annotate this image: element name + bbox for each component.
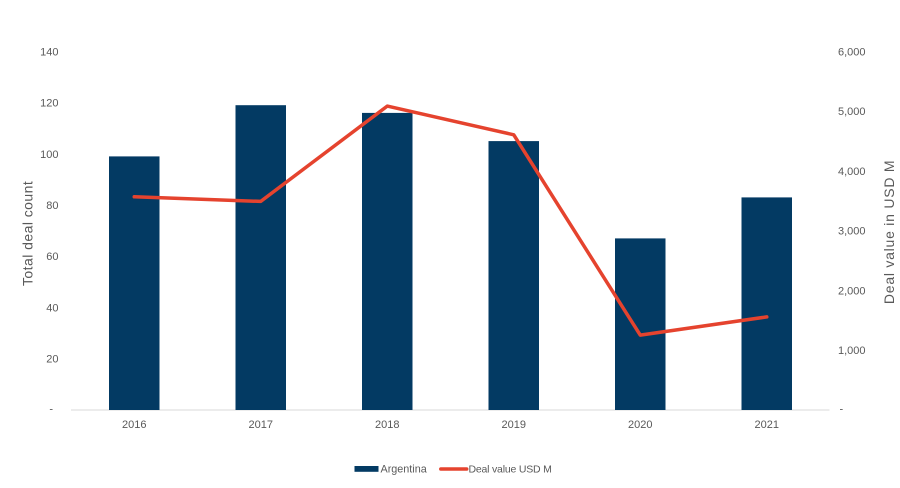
svg-text:2021: 2021 [755, 419, 779, 431]
svg-text:Total deal count: Total deal count [20, 181, 36, 286]
svg-text:2019: 2019 [502, 419, 526, 431]
svg-text:20: 20 [46, 354, 58, 366]
svg-text:140: 140 [40, 46, 58, 58]
svg-text:-: - [49, 404, 53, 416]
svg-text:Deal value USD M: Deal value USD M [469, 463, 552, 475]
svg-text:2020: 2020 [628, 419, 652, 431]
svg-text:-: - [840, 404, 844, 416]
svg-text:100: 100 [40, 149, 58, 161]
svg-text:5,000: 5,000 [838, 106, 866, 118]
svg-text:40: 40 [46, 303, 58, 315]
svg-text:2,000: 2,000 [838, 285, 866, 297]
svg-text:Argentina: Argentina [381, 463, 427, 475]
svg-text:2017: 2017 [249, 419, 273, 431]
svg-text:Deal value in USD M: Deal value in USD M [881, 160, 897, 304]
svg-text:4,000: 4,000 [838, 166, 866, 178]
svg-text:60: 60 [46, 251, 58, 263]
svg-text:80: 80 [46, 200, 58, 212]
svg-text:2016: 2016 [122, 419, 146, 431]
svg-text:6,000: 6,000 [838, 46, 866, 58]
svg-text:3,000: 3,000 [838, 226, 866, 238]
svg-text:1,000: 1,000 [838, 345, 866, 357]
svg-text:120: 120 [40, 98, 58, 110]
svg-text:2018: 2018 [375, 419, 399, 431]
